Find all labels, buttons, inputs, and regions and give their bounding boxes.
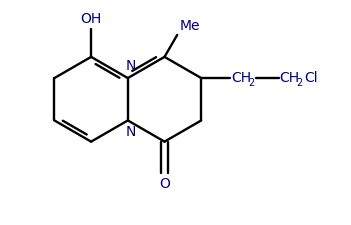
Text: O: O (159, 177, 170, 191)
Text: CH: CH (231, 71, 251, 85)
Text: Cl: Cl (305, 71, 318, 85)
Text: 2: 2 (249, 78, 254, 88)
Text: OH: OH (80, 12, 102, 26)
Text: CH: CH (279, 71, 299, 85)
Text: N: N (125, 59, 136, 73)
Text: Me: Me (180, 19, 200, 33)
Text: 2: 2 (297, 78, 303, 88)
Text: N: N (125, 125, 136, 139)
